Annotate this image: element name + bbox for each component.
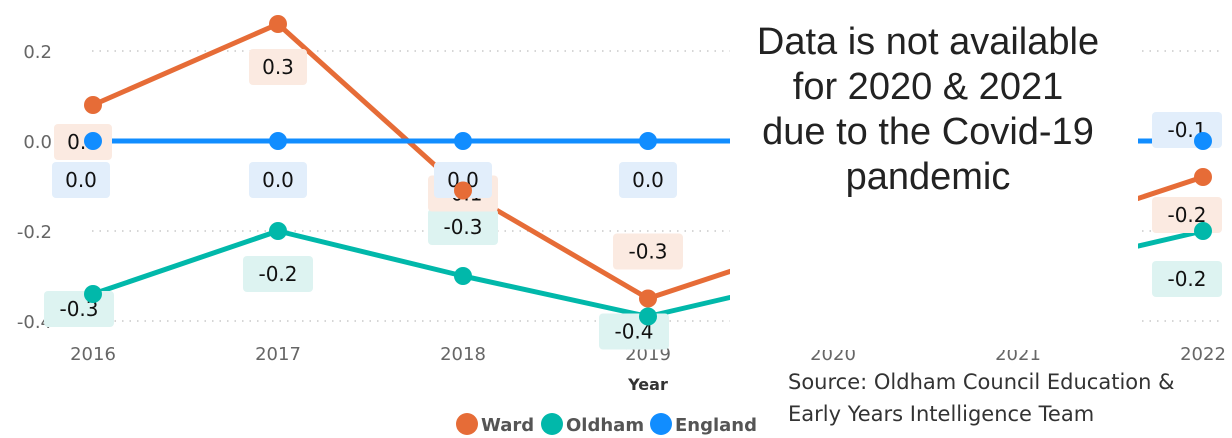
legend-marker-oldham: [541, 413, 563, 435]
data-point-ward[interactable]: [1194, 168, 1212, 186]
data-point-england[interactable]: [269, 132, 287, 150]
data-point-ward[interactable]: [269, 15, 287, 33]
data-point-england[interactable]: [1194, 132, 1212, 150]
data-label-bg: [54, 124, 112, 160]
data-point-england[interactable]: [84, 132, 102, 150]
source-line: Source: Oldham Council Education &: [788, 370, 1175, 394]
y-tick-label: 0.0: [23, 132, 52, 153]
source-line: Early Years Intelligence Team: [788, 402, 1094, 426]
data-point-england[interactable]: [639, 132, 657, 150]
data-label-england: 0.0: [632, 168, 664, 192]
data-label-oldham: -0.2: [1167, 267, 1206, 291]
legend-label-england: England: [675, 415, 757, 436]
y-tick-label: -0.4: [17, 312, 52, 333]
legend-marker-england: [650, 413, 672, 435]
y-tick-label: -0.2: [17, 222, 52, 243]
annotation-line: for 2020 & 2021: [793, 66, 1063, 108]
data-point-ward[interactable]: [84, 96, 102, 114]
data-label-ward: -0.3: [628, 240, 667, 264]
data-point-oldham[interactable]: [269, 222, 287, 240]
data-label-bg: [619, 162, 677, 198]
series-markers: [84, 15, 1212, 326]
data-label-oldham: -0.2: [258, 262, 297, 286]
data-label-bg: [243, 256, 313, 292]
data-label-bg: [428, 209, 498, 245]
data-label-england: 0.0: [65, 168, 97, 192]
data-label-bg: [249, 162, 307, 198]
data-label-oldham: -0.3: [443, 215, 482, 239]
legend-label-ward: Ward: [481, 415, 534, 436]
x-axis-title: Year: [627, 375, 668, 394]
data-point-oldham[interactable]: [454, 267, 472, 285]
source-note: Source: Oldham Council Education & Early …: [788, 370, 1175, 426]
legend-label-oldham: Oldham: [566, 415, 644, 436]
data-label-bg: [434, 162, 492, 198]
legend-marker-ward: [456, 413, 478, 435]
data-label-england: 0.0: [262, 168, 294, 192]
data-label-bg: [613, 233, 683, 270]
annotation-mask: [730, 0, 1138, 350]
data-point-oldham[interactable]: [639, 307, 657, 326]
x-tick-label: 2018: [440, 344, 486, 365]
data-point-england[interactable]: [454, 132, 472, 150]
data-label-bg: [1152, 261, 1222, 297]
data-label-ward: 0.3: [262, 55, 294, 79]
data-point-ward[interactable]: [639, 289, 657, 308]
data-point-oldham[interactable]: [1194, 222, 1212, 240]
annotation-line: due to the Covid-19: [762, 111, 1094, 153]
y-axis-ticks: 0.2 0.0 -0.2 -0.4: [17, 42, 52, 333]
data-point-ward[interactable]: [454, 181, 472, 200]
data-label-bg: [52, 162, 110, 198]
y-tick-label: 0.2: [23, 42, 52, 63]
x-tick-label: 2022: [1180, 344, 1226, 365]
annotation-line: Data is not available: [757, 21, 1099, 63]
data-label-bg: [249, 49, 307, 85]
x-tick-label: 2016: [70, 344, 116, 365]
x-tick-label: 2017: [255, 344, 301, 365]
annotation-line: pandemic: [846, 156, 1011, 198]
legend: Ward Oldham England: [456, 413, 757, 436]
data-point-oldham[interactable]: [84, 285, 102, 303]
